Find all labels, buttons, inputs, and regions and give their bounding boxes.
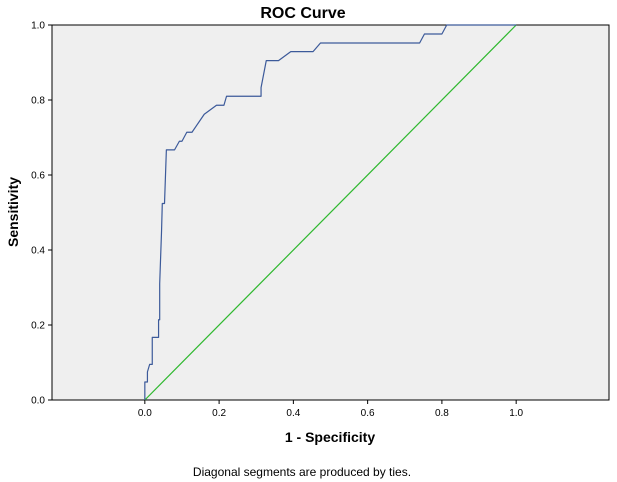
x-tick-label: 0.0: [138, 408, 152, 419]
y-tick-label: 0.0: [31, 396, 45, 407]
footnote: Diagonal segments are produced by ties.: [193, 465, 411, 479]
chart-title: ROC Curve: [260, 5, 345, 22]
y-tick-label: 0.2: [31, 321, 45, 332]
x-tick-label: 0.8: [435, 408, 449, 419]
y-axis: 0.0 0.2 0.4 0.6 0.8 1.0: [31, 21, 52, 407]
x-tick-label: 0.2: [212, 408, 226, 419]
y-tick-label: 0.8: [31, 96, 45, 107]
y-axis-title: Sensitivity: [5, 177, 21, 247]
reference-diagonal-line: [144, 24, 517, 401]
x-tick-label: 0.4: [286, 408, 300, 419]
y-tick-label: 0.6: [31, 171, 45, 182]
roc-curve-line: [144, 24, 517, 400]
series-layer: [144, 24, 517, 401]
y-tick-label: 1.0: [31, 21, 45, 32]
y-tick-label: 0.4: [31, 246, 45, 257]
x-tick-label: 0.6: [361, 408, 375, 419]
x-axis-title: 1 - Specificity: [285, 429, 375, 445]
x-axis: 0.0 0.2 0.4 0.6 0.8 1.0: [138, 400, 524, 419]
x-tick-label: 1.0: [509, 408, 523, 419]
